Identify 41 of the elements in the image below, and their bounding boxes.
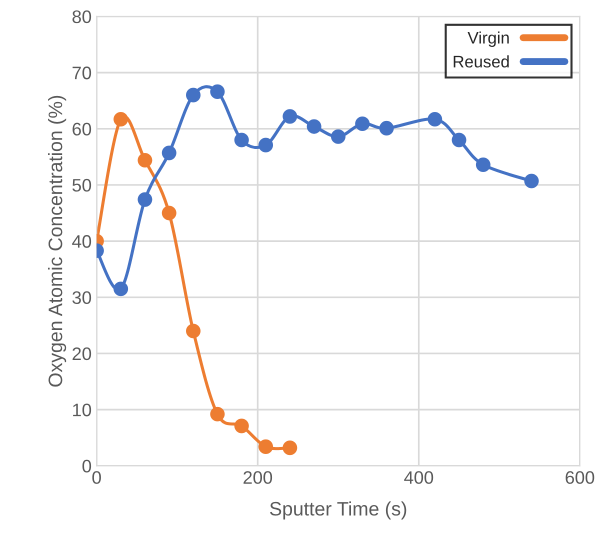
point — [162, 206, 176, 220]
point — [186, 324, 201, 338]
y-tick-label: 40 — [72, 235, 92, 248]
legend-label: Reused — [454, 55, 509, 68]
y-tick-label: 20 — [72, 347, 92, 360]
point — [282, 109, 298, 124]
x-tick-label: 400 — [404, 471, 434, 484]
point — [355, 116, 370, 132]
x-axis-title: Sputter Time (s) — [270, 501, 406, 520]
y-tick-label: 60 — [72, 122, 92, 136]
point — [524, 174, 539, 188]
point — [114, 112, 128, 127]
point — [258, 138, 274, 152]
y-axis-title: Oxygen Atomic Concentration (%) — [48, 96, 66, 387]
point — [138, 152, 152, 168]
legend-label: Virgin — [468, 31, 509, 47]
y-tick-label: 80 — [72, 10, 92, 24]
point — [306, 119, 322, 134]
point — [452, 132, 466, 148]
point — [476, 157, 490, 172]
point — [186, 88, 201, 102]
point — [138, 192, 152, 207]
point — [162, 146, 176, 160]
x-tick-label: 200 — [244, 471, 272, 484]
point — [114, 282, 128, 296]
y-tick-label: 10 — [73, 404, 92, 416]
y-tick-label: 0 — [82, 460, 92, 473]
point — [210, 406, 225, 422]
point — [428, 112, 442, 127]
x-tick-label: 0 — [92, 471, 101, 484]
y-tick-label: 30 — [72, 291, 92, 304]
point — [210, 84, 225, 99]
x-tick-label: 600 — [566, 471, 594, 484]
point — [330, 129, 346, 144]
point — [379, 120, 394, 136]
y-tick-label: 70 — [72, 66, 92, 80]
point — [258, 439, 274, 454]
point — [234, 418, 249, 434]
y-tick-label: 50 — [72, 178, 92, 192]
point — [234, 132, 249, 148]
point — [282, 440, 298, 456]
